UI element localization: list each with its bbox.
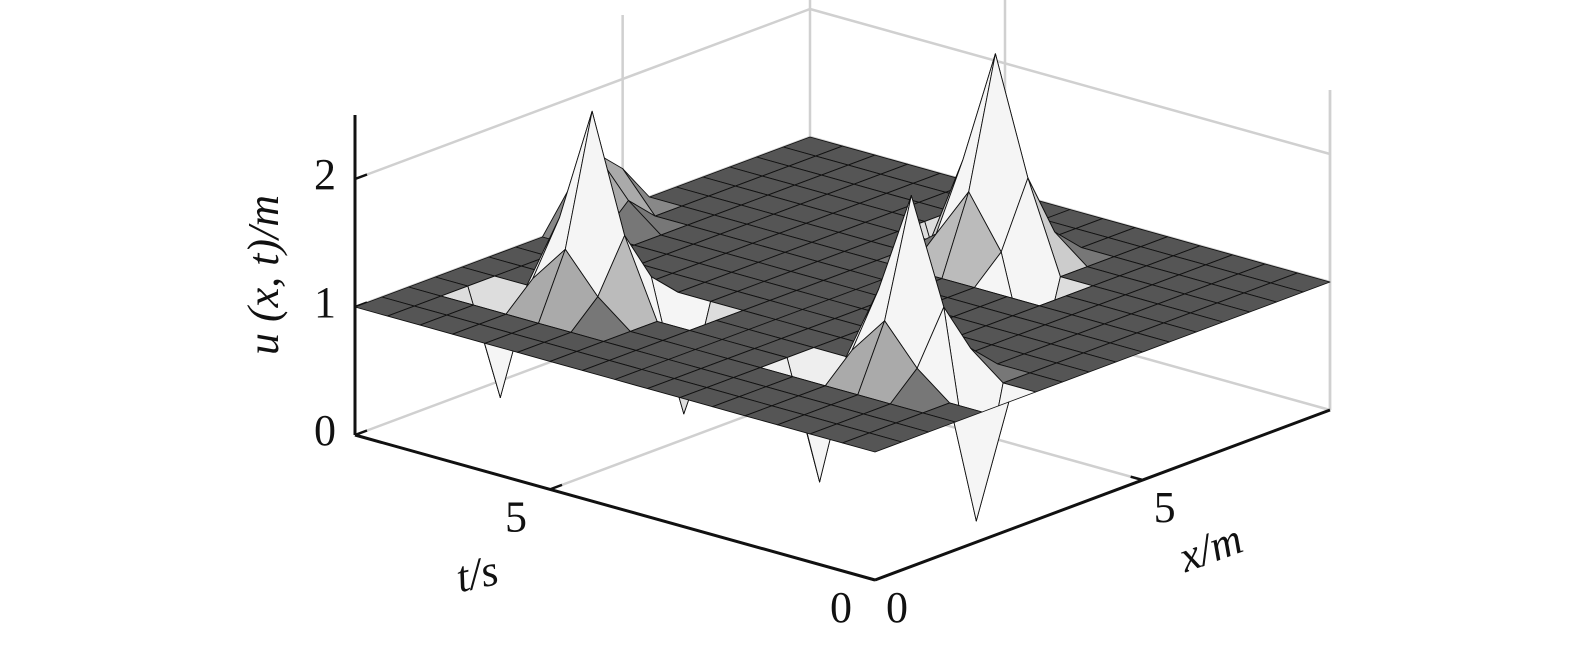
- y-tick-label: 0: [830, 583, 852, 632]
- y-axis-label: t/s: [452, 545, 503, 602]
- z-tick-label: 1: [314, 278, 336, 327]
- surface-patch: [842, 432, 903, 453]
- y-axis: [354, 433, 876, 582]
- x-tick-label: 0: [886, 583, 908, 632]
- y-tick: [549, 483, 563, 491]
- z-tick-label: 2: [314, 150, 336, 199]
- x-tick-label: 5: [1154, 483, 1176, 532]
- x-tick: [1130, 475, 1143, 482]
- grid-line: [354, 7, 811, 181]
- z-tick-label: 0: [314, 406, 336, 455]
- grid-line: [809, 7, 1331, 156]
- x-axis-label: x/m: [1171, 514, 1248, 582]
- z-axis-label: u (x, t)/m: [239, 195, 288, 355]
- y-tick-label: 5: [505, 492, 527, 541]
- z-tick: [354, 429, 368, 437]
- y-tick: [874, 574, 888, 582]
- x-tick: [862, 575, 876, 582]
- x-axis: [874, 408, 1331, 582]
- z-tick: [354, 173, 368, 181]
